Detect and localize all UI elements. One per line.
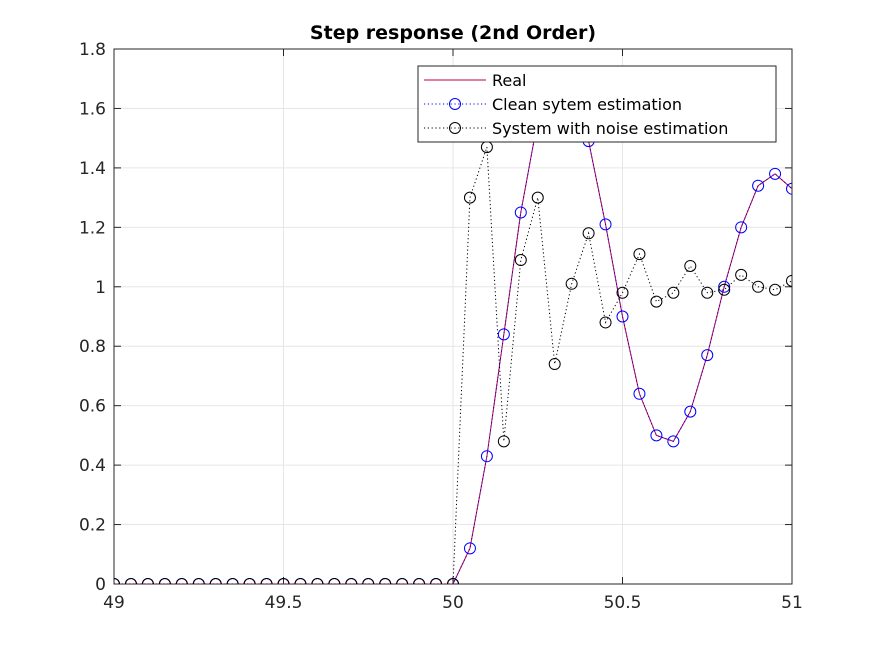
data-point [735, 268, 748, 281]
data-point [565, 277, 578, 290]
x-tick-label: 49 [103, 593, 125, 613]
x-tick-label: 51 [781, 593, 803, 613]
data-point [701, 349, 714, 362]
y-tick-label: 1 [95, 278, 106, 298]
data-point [786, 274, 792, 287]
data-point [514, 254, 527, 267]
data-point [379, 578, 392, 584]
data-point [616, 286, 629, 299]
data-point [463, 542, 476, 555]
y-tick-label: 1.4 [79, 159, 106, 179]
data-point [684, 405, 697, 418]
legend-label: Real [492, 71, 527, 90]
legend-entry: System with noise estimation [424, 119, 728, 138]
data-point [447, 578, 459, 584]
x-tick-label: 50.5 [604, 593, 642, 613]
y-tick-label: 0.8 [79, 337, 106, 357]
data-point [260, 578, 273, 584]
data-point [430, 578, 443, 584]
legend-swatch-marker [449, 122, 461, 134]
data-point [396, 578, 409, 584]
data-point [786, 182, 792, 195]
data-point [192, 578, 205, 584]
data-point [599, 218, 612, 231]
data-point [311, 578, 324, 584]
y-tick-label: 1.8 [79, 40, 106, 60]
data-point [650, 295, 663, 308]
data-point [362, 578, 375, 584]
data-point [226, 578, 239, 584]
legend-swatch-marker [449, 98, 461, 110]
data-point [667, 435, 680, 448]
y-tick-label: 1.6 [79, 99, 106, 119]
data-point [633, 387, 646, 400]
y-tick-label: 0.6 [79, 397, 106, 417]
data-point [480, 450, 493, 463]
y-tick-label: 0 [95, 575, 106, 595]
series-line [114, 83, 792, 584]
data-point [463, 191, 476, 204]
data-point [684, 259, 697, 272]
data-point [718, 280, 731, 293]
y-tick-label: 0.4 [79, 456, 106, 476]
data-point [497, 435, 510, 448]
data-point [667, 286, 680, 299]
legend-label: System with noise estimation [492, 119, 728, 138]
x-tick-label: 49.5 [265, 593, 303, 613]
data-point [752, 179, 765, 192]
ticks: 49 49.5 50 50.5 51 0 0.2 0.4 0.6 0.8 1 1.2 1.4 1.6 1.8 [79, 40, 803, 613]
data-point [243, 578, 256, 584]
data-point [328, 578, 341, 584]
data-point [718, 283, 731, 296]
data-point [141, 578, 154, 584]
data-point [209, 578, 222, 584]
legend-entry: Real [424, 71, 527, 90]
legend-entry: Clean sytem estimation [424, 95, 682, 114]
data-point [616, 310, 629, 323]
series-line [114, 146, 792, 584]
y-tick-label: 1.2 [79, 218, 106, 238]
data-point [633, 248, 646, 261]
data-point [124, 578, 137, 584]
data-point [752, 280, 765, 293]
legend: Real Clean sytem estimation System with no… [417, 65, 777, 143]
data-point [345, 578, 358, 584]
data-point [735, 221, 748, 234]
data-point [769, 167, 782, 180]
chart-title: Step response (2nd Order) [310, 22, 596, 44]
y-tick-label: 0.2 [79, 516, 106, 536]
data-point [548, 358, 561, 371]
data-point [701, 286, 714, 299]
legend-label: Clean sytem estimation [492, 95, 682, 114]
data-point [599, 316, 612, 329]
data-point [277, 578, 290, 584]
series-2 [114, 141, 792, 584]
x-tick-label: 50 [442, 593, 464, 613]
data-point [413, 578, 426, 584]
data-point [294, 578, 307, 584]
series [114, 78, 792, 584]
data-point [514, 206, 527, 219]
data-point [175, 578, 188, 584]
data-point [158, 578, 171, 584]
data-point [650, 429, 663, 442]
data-point [531, 191, 544, 204]
data-point [769, 283, 782, 296]
data-point [582, 227, 595, 240]
data-point [497, 328, 510, 341]
